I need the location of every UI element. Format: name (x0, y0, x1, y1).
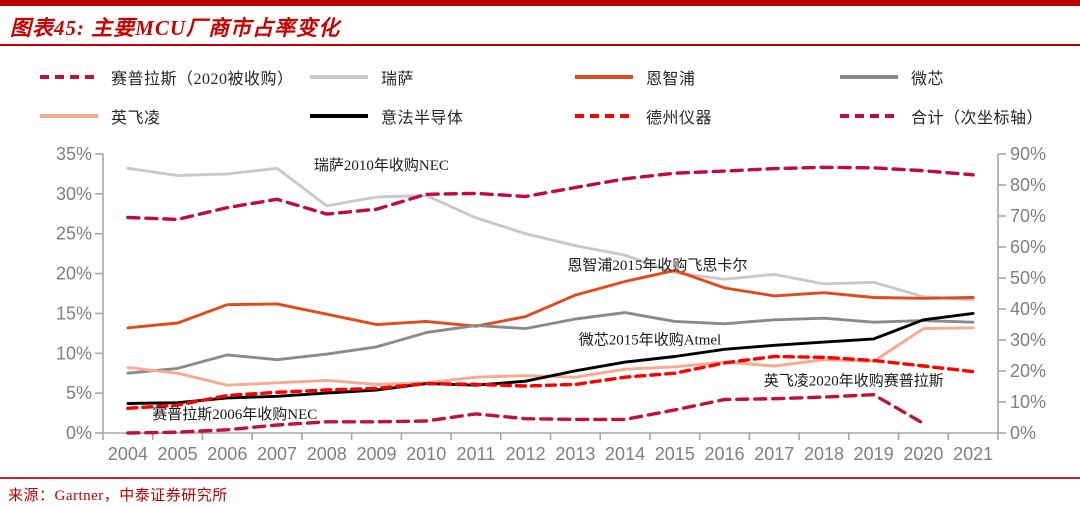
x-axis-label: 2011 (457, 444, 496, 464)
legend-item-nxp: 恩智浦 (575, 68, 840, 88)
right-axis-tick-label: 30% (1010, 330, 1046, 350)
x-axis-label: 2020 (903, 444, 943, 464)
series-line-renesas (126, 166, 975, 302)
cypress-line-swatch (40, 75, 98, 79)
legend-label-total: 合计（次坐标轴） (911, 110, 1044, 127)
right-axis-tick-label: 90% (1010, 144, 1046, 164)
top-accent-bar (0, 0, 1080, 6)
x-axis-label: 2021 (953, 444, 993, 464)
x-axis-label: 2010 (406, 444, 446, 464)
series-line-st (126, 311, 975, 405)
x-axis-label: 2005 (158, 444, 198, 464)
legend-item-infineon: 英飞凌 (40, 107, 310, 127)
right-axis-tick-label: 60% (1010, 237, 1046, 257)
legend-label-ti: 德州仪器 (646, 110, 713, 127)
legend-item-ti: 德州仪器 (575, 107, 840, 127)
legend-label-renesas: 瑞萨 (381, 71, 415, 88)
right-axis-tick-label: 80% (1010, 175, 1046, 195)
legend-item-microchip: 微芯 (840, 68, 1060, 88)
annotation-nxp-freescale: 恩智浦2015年收购飞思卡尔 (567, 256, 747, 274)
series-line-microchip (126, 311, 975, 375)
left-axis-tick-label: 20% (56, 264, 92, 284)
x-axis-label: 2008 (307, 444, 347, 464)
x-axis-label: 2006 (207, 444, 247, 464)
series-line-nxp (126, 268, 975, 330)
total-line-swatch (840, 114, 898, 118)
x-axis-label: 2016 (705, 444, 745, 464)
left-axis-tick-label: 25% (56, 224, 92, 244)
left-axis-tick-label: 5% (66, 383, 92, 403)
x-axis-label: 2004 (108, 444, 148, 464)
legend-label-nxp: 恩智浦 (646, 71, 696, 88)
right-axis-tick-label: 70% (1010, 206, 1046, 226)
left-axis-tick-label: 35% (56, 144, 92, 164)
series-line-ti (126, 354, 975, 410)
annotation-infineon-cypress: 英飞凌2020年收购赛普拉斯 (764, 371, 944, 389)
legend-label-st: 意法半导体 (381, 110, 464, 127)
right-axis-tick-label: 50% (1010, 268, 1046, 288)
infineon-line-swatch (40, 114, 98, 118)
x-axis-label: 2007 (257, 444, 297, 464)
x-axis-label: 2012 (506, 444, 546, 464)
legend-item-cypress: 赛普拉斯（2020被收购） (40, 68, 310, 88)
x-axis-label: 2018 (804, 444, 844, 464)
legend-item-st: 意法半导体 (310, 107, 575, 127)
legend-label-infineon: 英飞凌 (111, 110, 161, 127)
chart-title: 图表45: 主要MCU厂商市占率变化 (10, 16, 341, 40)
annotation-microchip-atmel: 微芯2015年收购Atmel (579, 332, 722, 349)
x-axis-label: 2017 (754, 444, 794, 464)
x-axis-label: 2013 (555, 444, 595, 464)
legend-item-total: 合计（次坐标轴） (840, 107, 1060, 127)
microchip-line-swatch (840, 75, 898, 79)
source-note: 来源：Gartner，中泰证券研究所 (8, 488, 228, 504)
right-axis-tick-label: 40% (1010, 299, 1046, 319)
left-axis-tick-label: 0% (66, 423, 92, 443)
right-axis-tick-label: 20% (1010, 361, 1046, 381)
x-axis-label: 2009 (356, 444, 396, 464)
nxp-line-swatch (575, 75, 633, 79)
series-line-cypress (126, 393, 926, 435)
series-line-total (126, 165, 975, 222)
footer-divider (0, 477, 1080, 479)
title-divider (0, 44, 1080, 46)
x-axis-label: 2014 (605, 444, 645, 464)
left-axis-tick-label: 10% (56, 343, 92, 363)
x-axis-label: 2019 (854, 444, 894, 464)
legend-label-cypress: 赛普拉斯（2020被收购） (111, 71, 294, 88)
annotation-renesas-nec: 瑞萨2010年收购NEC (314, 157, 449, 174)
x-axis-label: 2015 (655, 444, 695, 464)
legend-label-microchip: 微芯 (911, 71, 945, 88)
st-line-swatch (310, 114, 368, 118)
legend-item-renesas: 瑞萨 (310, 68, 575, 88)
left-axis-tick-label: 30% (56, 184, 92, 204)
chart-legend: 赛普拉斯（2020被收购） 瑞萨 恩智浦 微芯英飞凌 意法半导体 德州仪器 合计（次坐标轴） (40, 68, 1060, 127)
chart-svg: 0% 5% 10% 15% 20% 25% 30% 35% 0% 10% 20% 30% 40% 50% 6… (56, 144, 1046, 464)
annotation-cypress-nec: 赛普拉斯2006年收购NEC (152, 406, 317, 423)
chart-area: 0% 5% 10% 15% 20% 25% 30% 35% 0% 10% 20% 30% 40% 50% 6… (0, 135, 1080, 475)
right-axis-tick-label: 10% (1010, 392, 1046, 412)
ti-line-swatch (575, 114, 633, 118)
renesas-line-swatch (310, 75, 368, 79)
left-axis-tick-label: 15% (56, 303, 92, 323)
right-axis-tick-label: 0% (1010, 423, 1036, 443)
axis-frame (102, 154, 999, 434)
